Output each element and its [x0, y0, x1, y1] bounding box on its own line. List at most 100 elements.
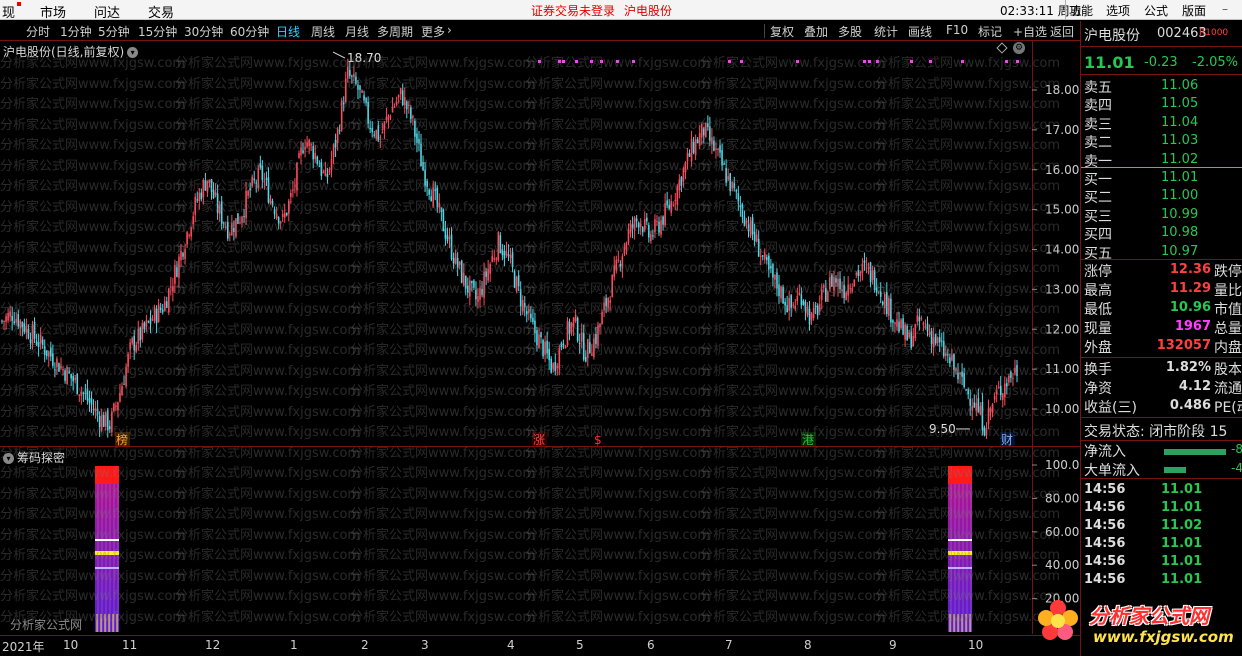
candle-body: [310, 144, 312, 146]
button-f10[interactable]: F10: [946, 23, 969, 37]
candle-body: [290, 193, 292, 197]
tab-5min[interactable]: 5分钟: [98, 25, 130, 39]
sell-row-price[interactable]: 11.05: [1161, 96, 1199, 112]
candle-body: [898, 321, 900, 332]
candle-body: [875, 287, 878, 293]
tab-daily[interactable]: 日线: [276, 25, 301, 39]
indicator-tick-label: 80.00: [1045, 491, 1079, 505]
buy-row-price[interactable]: 10.98: [1161, 225, 1199, 241]
sell-row-price[interactable]: 11.06: [1161, 78, 1199, 93]
candle-body: [418, 139, 420, 144]
candle-body: [133, 335, 136, 351]
tab-weekly[interactable]: 周线: [311, 25, 336, 39]
candle-body: [696, 139, 699, 144]
button-stats[interactable]: 统计: [874, 25, 899, 39]
tab-more[interactable]: 更多: [421, 25, 446, 39]
signal-dot: [1016, 60, 1019, 63]
candle-body: [497, 232, 500, 261]
chevron-down-icon[interactable]: ▾: [127, 47, 139, 58]
login-notice[interactable]: 证券交易未登录: [531, 4, 616, 18]
button-back[interactable]: 返回: [1050, 25, 1075, 39]
menu-item-layout[interactable]: 版面: [1182, 4, 1207, 18]
high-price-label: 18.70: [347, 51, 381, 65]
tab-fenshi[interactable]: 分时: [26, 25, 51, 39]
candle-body: [737, 193, 740, 201]
chip-band: [95, 520, 119, 522]
candle-body: [448, 236, 451, 239]
candle-body: [1008, 375, 1010, 383]
gear-icon[interactable]: ⚙: [1013, 42, 1025, 54]
candle-body: [609, 300, 611, 303]
candle-body: [296, 162, 298, 191]
buy-row-price[interactable]: 10.99: [1161, 206, 1199, 222]
candle-body: [251, 176, 253, 187]
candle-body: [442, 209, 445, 232]
minimize-icon[interactable]: –: [1222, 2, 1228, 16]
candle-body: [945, 353, 947, 357]
candle-body: [401, 90, 404, 106]
tab-multi-period[interactable]: 多周期: [377, 25, 414, 39]
chip-band: [95, 630, 119, 632]
candle-body: [743, 216, 746, 227]
candle-body: [92, 408, 95, 410]
candle-body: [371, 127, 374, 133]
red-dot-icon: [17, 2, 21, 6]
sell-row-price[interactable]: 11.04: [1161, 114, 1199, 130]
candle-body: [464, 275, 467, 289]
tab-15min[interactable]: 15分钟: [138, 25, 178, 39]
button-multi-stock[interactable]: 多股: [838, 25, 863, 39]
candle-body: [926, 323, 929, 332]
candle-body: [149, 317, 152, 324]
chip-band: [95, 530, 119, 532]
sell-row-price[interactable]: 11.03: [1161, 133, 1199, 149]
menu-item-options[interactable]: 选项: [1106, 4, 1131, 18]
candle-body: [106, 410, 109, 431]
menu-item-trade[interactable]: 交易: [148, 6, 175, 21]
candle-body: [70, 373, 72, 379]
event-marker-bg: [801, 432, 816, 447]
candle-body: [330, 158, 333, 170]
net-flow-bar: [1164, 449, 1226, 455]
kline-chart[interactable]: 18.00 17.00 16.00 15.00 14.00 13.00 12.00 11.00…: [0, 41, 1080, 635]
chip-band: [948, 510, 972, 512]
chip-band: [95, 628, 119, 630]
menu-item-function[interactable]: 功能: [1069, 4, 1094, 18]
candle-body: [568, 321, 571, 334]
candle-body: [342, 102, 345, 105]
buy-row-price[interactable]: 11.01: [1161, 170, 1199, 185]
tab-monthly[interactable]: 月线: [345, 25, 370, 39]
candle-body: [963, 372, 965, 387]
sell-row-price[interactable]: 11.02: [1161, 151, 1199, 167]
chevron-down-icon[interactable]: ▾: [3, 453, 14, 464]
net-flow-value: -8: [1231, 442, 1242, 456]
button-mark[interactable]: 标记: [978, 25, 1003, 39]
button-fuquan[interactable]: 复权: [770, 25, 795, 39]
buy-row-price[interactable]: 10.97: [1161, 243, 1199, 259]
buy-row-price[interactable]: 11.00: [1161, 188, 1199, 204]
button-overlay[interactable]: 叠加: [804, 25, 829, 39]
chip-band: [948, 558, 972, 560]
candle-body: [670, 201, 673, 213]
chip-band: [948, 564, 972, 566]
date-label: 3: [421, 638, 429, 652]
tab-1min[interactable]: 1分钟: [60, 25, 92, 39]
chip-band: [948, 536, 972, 538]
sell-row-label: 卖三: [1084, 116, 1112, 133]
tab-30min[interactable]: 30分钟: [184, 25, 224, 39]
candle-body: [749, 220, 752, 237]
menu-item-formula[interactable]: 公式: [1144, 4, 1169, 18]
candle-body: [725, 168, 727, 183]
candle-body: [456, 257, 459, 268]
candle-body: [328, 168, 331, 174]
candle-body: [700, 123, 703, 138]
chevron-right-icon[interactable]: ›: [447, 23, 452, 37]
menu-item-wenda[interactable]: 问达: [94, 6, 121, 21]
menu-item-market[interactable]: 市场: [40, 6, 67, 21]
chip-band: [948, 584, 972, 586]
button-draw-line[interactable]: 画线: [908, 25, 933, 39]
tab-60min[interactable]: 60分钟: [230, 25, 270, 39]
button-add-favorite[interactable]: +自选: [1013, 25, 1048, 39]
menu-item-now[interactable]: 现: [2, 6, 16, 21]
candle-body: [377, 125, 380, 141]
notice-stock[interactable]: 沪电股份: [624, 4, 673, 18]
